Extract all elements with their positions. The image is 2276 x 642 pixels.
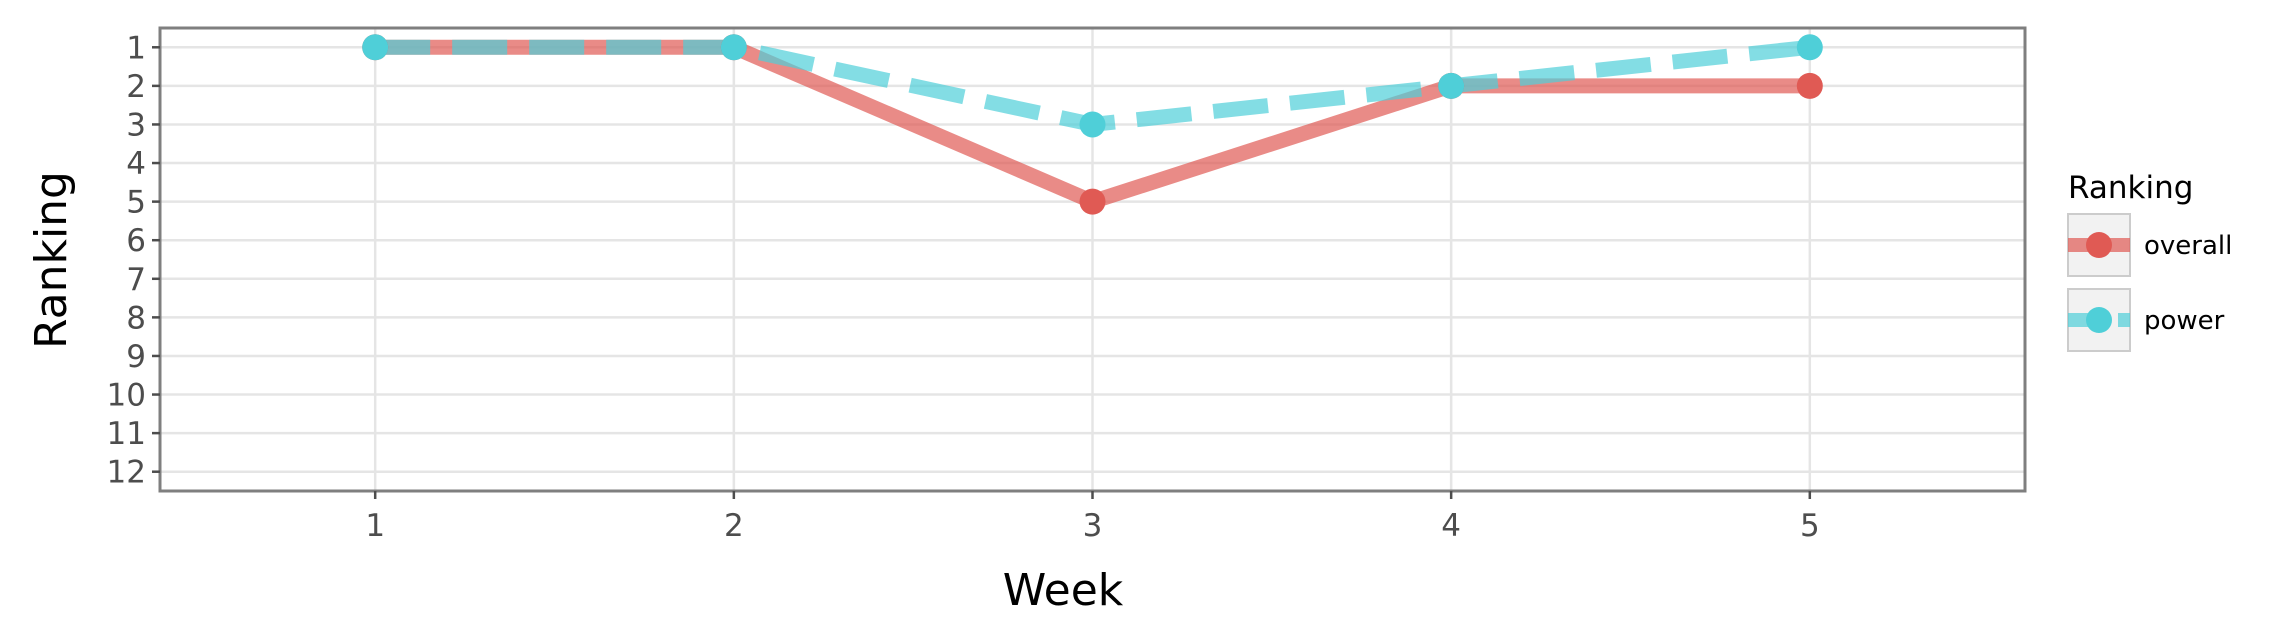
x-tick-label: 1: [365, 508, 385, 544]
x-tick-label: 2: [724, 508, 744, 544]
x-axis-title: Week: [1003, 565, 1124, 616]
y-tick-label: 11: [107, 416, 146, 452]
x-tick-label: 3: [1083, 508, 1103, 544]
y-tick-label: 1: [126, 30, 146, 66]
data-point-overall: [1796, 72, 1823, 99]
legend-items: overall power: [2067, 213, 2232, 352]
data-point-power: [720, 34, 747, 61]
y-tick-label: 12: [107, 455, 146, 491]
legend-item-power: power: [2067, 288, 2225, 352]
y-tick-label: 9: [126, 339, 146, 375]
legend: Ranking overall power: [2067, 170, 2232, 352]
y-tick-label: 7: [126, 262, 146, 298]
data-point-power: [1438, 72, 1465, 99]
y-tick-label: 4: [126, 146, 146, 182]
data-point-power: [1796, 34, 1823, 61]
legend-key-point: [2086, 232, 2112, 258]
y-tick-label: 10: [107, 378, 146, 414]
legend-title: Ranking: [2068, 170, 2193, 206]
y-tick-label: 3: [126, 107, 146, 143]
y-tick-label: 8: [126, 300, 146, 336]
data-point-power: [362, 34, 389, 61]
x-tick-label: 4: [1441, 508, 1461, 544]
data-point-power: [1079, 111, 1106, 138]
legend-key-point: [2086, 307, 2112, 333]
legend-label: overall: [2144, 231, 2232, 261]
axis-ticks: [152, 46, 1812, 499]
y-tick-label: 5: [126, 185, 146, 221]
series-points: [362, 34, 1823, 215]
data-point-overall: [1079, 188, 1106, 215]
y-tick-label: 2: [126, 69, 146, 105]
grid-lines: [160, 28, 2025, 491]
legend-item-overall: overall: [2067, 213, 2232, 277]
y-tick-label: 6: [126, 223, 146, 259]
y-axis-title: Ranking: [26, 171, 77, 349]
x-tick-label: 5: [1800, 508, 1820, 544]
legend-label: power: [2144, 306, 2225, 336]
